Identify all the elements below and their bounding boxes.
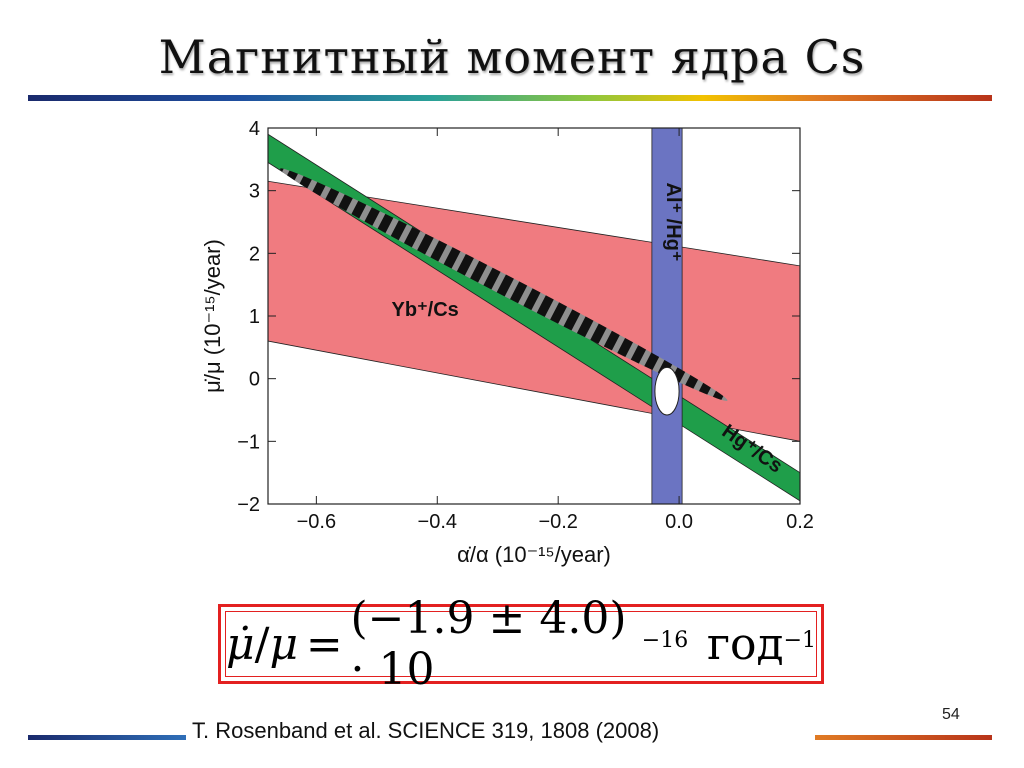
x-axis-label: α̇/α (10⁻¹⁵/year) (457, 542, 611, 567)
formula-lhs-numerator: μ̇ (226, 618, 255, 670)
x-tick-label: 0.0 (665, 511, 693, 533)
x-tick-label: −0.2 (538, 511, 577, 533)
plot-area (268, 128, 800, 504)
slide-title: Магнитный момент ядра Cs (158, 30, 866, 84)
title-divider (28, 95, 992, 101)
citation: T. Rosenband et al. SCIENCE 319, 1808 (2… (192, 718, 660, 743)
formula-box: μ̇ / μ = (−1.9 ± 4.0) · 10 −16 год −1 (218, 593, 824, 695)
y-tick-label: 3 (249, 181, 260, 203)
x-tick-label: 0.2 (786, 511, 814, 533)
y-tick-label: 1 (249, 306, 260, 328)
formula-unit: год (706, 618, 784, 670)
annotation-ybcs: Yb⁺/Cs (392, 299, 459, 321)
y-tick-label: −1 (237, 431, 260, 453)
formula-value: (−1.9 ± 4.0) · 10 (350, 593, 627, 695)
result-ellipse (654, 366, 680, 416)
x-tick-label: −0.4 (418, 511, 457, 533)
band-alhg (651, 128, 683, 504)
formula-unit-exponent: −1 (783, 627, 817, 653)
footer-divider-left (28, 735, 186, 740)
chart: −0.6 −0.4 −0.2 0.0 0.2 −2 −1 0 1 2 3 4 α̇/α (10⁻¹⁵/y… (180, 112, 830, 582)
formula-lhs-denominator: μ (269, 618, 299, 670)
formula: μ̇ / μ = (−1.9 ± 4.0) · 10 −16 год −1 (225, 593, 817, 695)
page-number: 54 (942, 706, 960, 723)
chart-svg: −0.6 −0.4 −0.2 0.0 0.2 −2 −1 0 1 2 3 4 α̇/α (10⁻¹⁵/y… (200, 118, 814, 567)
formula-exponent: −16 (641, 627, 689, 653)
y-tick-label: 2 (249, 243, 260, 265)
y-axis-label: μ̇/μ (10⁻¹⁵/year) (200, 239, 225, 393)
y-tick-label: 4 (249, 118, 260, 140)
footer-divider-right (815, 735, 992, 740)
x-tick-label: −0.6 (297, 511, 336, 533)
annotation-alhg: Al⁺ /Hg⁺ (662, 183, 684, 262)
formula-equals: = (305, 618, 343, 670)
y-tick-label: −2 (237, 494, 260, 516)
combined-region (280, 168, 728, 401)
formula-slash: / (254, 618, 270, 670)
y-tick-label: 0 (249, 369, 260, 391)
